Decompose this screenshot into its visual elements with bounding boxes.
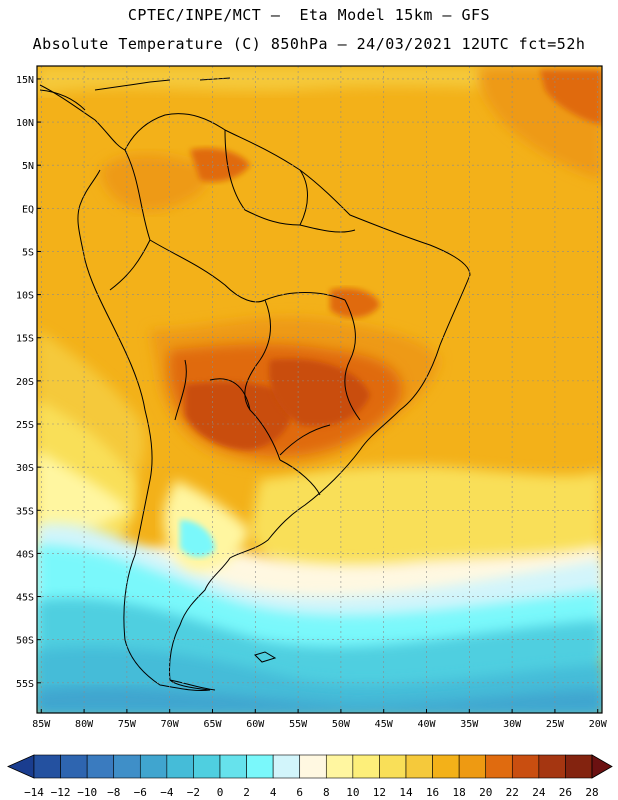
lat-label: 55S <box>16 679 34 690</box>
colorbar-label: 2 <box>243 786 250 799</box>
lat-label: 15S <box>16 334 34 345</box>
colorbar-label: −12 <box>51 786 71 799</box>
lon-label: 65W <box>203 719 222 730</box>
lat-label: 30S <box>16 463 34 474</box>
colorbar-cell <box>139 754 168 779</box>
map-frame <box>36 65 603 714</box>
colorbar-cell <box>352 754 380 779</box>
colorbar-label: 0 <box>217 786 224 799</box>
chart-title-line-1: CPTEC/INPE/MCT – Eta Model 15km – GFS <box>127 6 491 24</box>
lon-label: 70W <box>161 719 180 730</box>
colorbar-cell <box>538 754 566 779</box>
lon-label: 45W <box>375 719 394 730</box>
colorbar-label: −6 <box>134 786 147 799</box>
colorbar-label: −14 <box>24 786 44 799</box>
colorbar-cell <box>33 754 61 779</box>
chart-title-line-2: Absolute Temperature (C) 850hPa – 24/03/… <box>32 35 586 53</box>
colorbar-cell <box>485 754 513 779</box>
lon-label: 30W <box>503 719 522 730</box>
lat-label: 45S <box>16 593 34 604</box>
colorbar-label: 4 <box>270 786 277 799</box>
colorbar-label: 20 <box>479 786 492 799</box>
colorbar-cell <box>379 754 407 779</box>
colorbar-cell <box>511 754 540 779</box>
colorbar-label: 16 <box>426 786 439 799</box>
lat-label: 5N <box>22 161 34 172</box>
colorbar-min-arrow <box>7 754 35 779</box>
lon-label: 80W <box>75 719 94 730</box>
lat-label: 10S <box>16 291 34 302</box>
colorbar-label: 6 <box>296 786 303 799</box>
lon-label: 85W <box>32 719 51 730</box>
colorbar-label: 8 <box>323 786 330 799</box>
lat-label: 10N <box>16 118 34 129</box>
lon-label: 40W <box>417 719 436 730</box>
lat-label: 25S <box>16 420 34 431</box>
colorbar-label: −4 <box>160 786 174 799</box>
gridlines <box>37 66 602 713</box>
latitude-labels: 15N 10N 5N EQ 5S 10S 15S 20S 25S 30S 35S 40S 45S 50S 5… <box>16 75 41 690</box>
colorbar-cell <box>166 754 194 779</box>
colorbar-label: 10 <box>346 786 359 799</box>
colorbar-label: 12 <box>373 786 386 799</box>
lon-label: 50W <box>332 719 351 730</box>
colorbar-cell <box>219 754 247 779</box>
colorbar-cell <box>405 754 433 779</box>
colorbar-cell <box>113 754 141 779</box>
lat-label: 40S <box>16 549 34 560</box>
lat-label: 15N <box>16 75 34 86</box>
colorbar-label: −2 <box>187 786 200 799</box>
lon-label: 35W <box>460 719 479 730</box>
colorbar-cell <box>432 754 460 779</box>
colorbar-cell <box>86 754 115 779</box>
colorbar-cell <box>246 754 274 779</box>
lat-label: 20S <box>16 377 34 388</box>
colorbar-label: 28 <box>585 786 598 799</box>
temperature-field <box>37 66 602 713</box>
lon-label: 75W <box>118 719 137 730</box>
colorbar-cell <box>299 754 327 779</box>
colorbar-label: 18 <box>453 786 466 799</box>
colorbar-cell <box>458 754 487 779</box>
lat-label: 35S <box>16 506 34 517</box>
colorbar-cell <box>565 754 593 779</box>
colorbar-cell <box>325 754 354 779</box>
lon-label: 60W <box>246 719 265 730</box>
lat-label: 50S <box>16 636 34 647</box>
colorbar-cell <box>60 754 88 779</box>
colorbar-label: 22 <box>506 786 519 799</box>
lat-label: EQ <box>22 204 34 215</box>
lat-label: 5S <box>22 247 34 258</box>
lon-label: 25W <box>546 719 565 730</box>
colorbar-label: 24 <box>532 786 546 799</box>
colorbar-max-arrow <box>591 754 613 779</box>
colorbar-cell <box>193 754 221 779</box>
longitude-labels: 85W 80W 75W 70W 65W 60W 55W 50W 45W 40W 35W 30W 25W 2… <box>32 709 608 730</box>
colorbar-label: −8 <box>107 786 120 799</box>
colorbar-cell <box>272 754 301 779</box>
colorbar-label: −10 <box>77 786 97 799</box>
colorbar-label: 26 <box>559 786 572 799</box>
lon-label: 20W <box>589 719 608 730</box>
colorbar-label: 14 <box>399 786 413 799</box>
lon-label: 55W <box>289 719 308 730</box>
